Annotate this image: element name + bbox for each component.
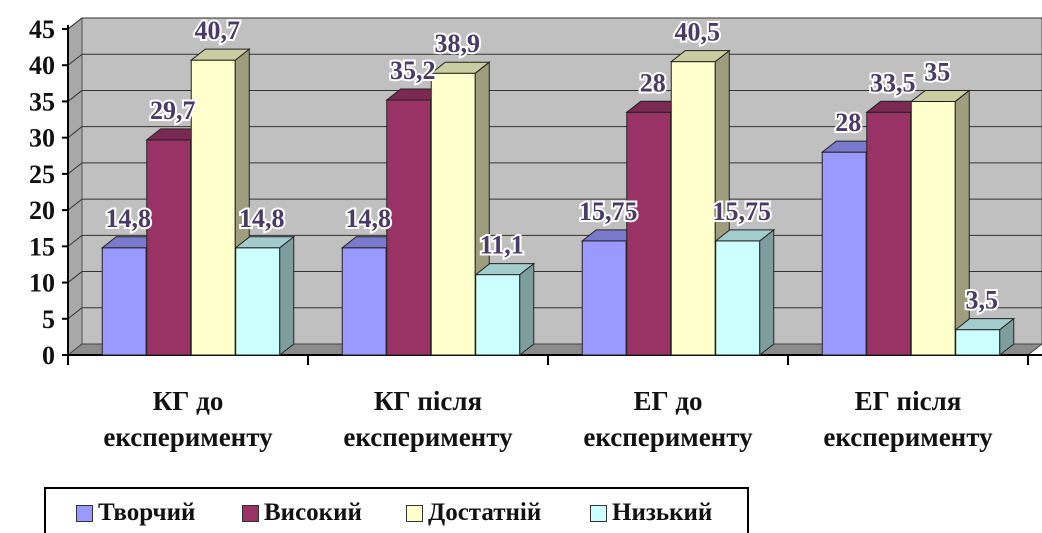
data-label: 28	[640, 68, 666, 97]
bar-top	[954, 318, 1016, 331]
y-tick-label: 40	[29, 51, 55, 80]
x-category-label: експерименту	[583, 422, 753, 452]
y-tick-label: 45	[29, 15, 55, 44]
bar-top	[474, 263, 536, 276]
bar-top	[669, 50, 731, 63]
x-category-label: ЕГ до	[633, 386, 702, 416]
bar	[954, 317, 1016, 357]
bar-front	[101, 247, 147, 356]
x-category-label: КГ до	[153, 386, 224, 416]
y-tick-label: 0	[42, 341, 55, 370]
bar-front	[475, 274, 521, 356]
bar-front	[235, 247, 281, 356]
bar-front	[955, 329, 1001, 356]
data-label: 11,1	[480, 231, 524, 260]
data-label: 14,8	[239, 204, 285, 233]
gridline-side	[67, 90, 83, 102]
legend-label-nyzkyi: Низький	[612, 499, 713, 526]
bar-front	[430, 72, 476, 356]
bar-top	[189, 48, 251, 61]
bar-top	[909, 89, 971, 102]
data-label: 40,5	[675, 18, 721, 47]
y-tick-label: 10	[29, 269, 55, 298]
legend-swatch-vysokyi	[242, 504, 259, 522]
gridline-side	[67, 53, 83, 66]
bar-top	[429, 61, 491, 74]
gridline-side	[67, 126, 83, 139]
y-tick-label: 25	[29, 160, 55, 189]
bar-top	[234, 236, 296, 249]
legend-swatch-tvorchyi	[76, 504, 93, 522]
legend-item-dostatnii: Достатній	[406, 499, 541, 527]
bar	[189, 48, 251, 357]
y-tick-label: 15	[29, 232, 55, 261]
side-wall	[67, 16, 83, 357]
legend-item-vysokyi: Високий	[242, 499, 362, 527]
x-category-label: експерименту	[823, 422, 993, 452]
bar-front	[866, 111, 912, 356]
x-category-label: експерименту	[343, 422, 513, 452]
data-label: 38,9	[435, 29, 481, 58]
bar	[429, 61, 491, 357]
legend-item-tvorchyi: Творчий	[76, 499, 195, 527]
chart-legend: Творчий Високий Достатній Низький	[44, 487, 749, 533]
bar-front	[910, 100, 956, 356]
bar-top	[714, 229, 776, 242]
x-category-label: КГ після	[374, 386, 482, 416]
bar-front	[715, 240, 761, 356]
bar	[909, 89, 971, 357]
legend-swatch-dostatnii	[406, 504, 423, 522]
data-label: 35	[924, 57, 950, 86]
y-tick-label: 20	[29, 196, 55, 225]
gridline-side	[67, 17, 83, 30]
data-label: 29,7	[150, 96, 196, 125]
data-label: 14,8	[346, 204, 392, 233]
data-label: 15,75	[713, 197, 772, 226]
y-tick-label: 5	[42, 305, 55, 334]
data-label: 33,5	[870, 68, 916, 97]
bar-front	[821, 151, 867, 356]
gridline-side	[67, 307, 83, 320]
legend-label-vysokyi: Високий	[264, 499, 362, 526]
bar	[474, 262, 536, 357]
legend-item-nyzkyi: Низький	[590, 499, 712, 527]
bar-side	[759, 228, 775, 357]
bar-side	[519, 262, 535, 357]
bar-front	[146, 139, 192, 356]
legend-label-dostatnii: Достатній	[428, 499, 542, 526]
data-label: 35,2	[390, 56, 436, 85]
chart-axes: 0 5 10 15 20 25 30 35 40 45 КГ до експерименту КГ пі…	[29, 15, 1042, 452]
bar-front	[670, 61, 716, 356]
bar-side	[954, 89, 970, 357]
legend-swatch-nyzkyi	[590, 504, 607, 522]
bar-front	[581, 240, 627, 356]
bar	[714, 228, 776, 357]
y-tick-label: 35	[29, 87, 55, 116]
data-label: 40,7	[195, 16, 241, 45]
data-label: 28	[835, 108, 861, 137]
x-category-label: експерименту	[103, 422, 273, 452]
data-labels: 14,8 29,7 40,7 14,8 14,8 35,238,9 11,1 15,75 28 4…	[104, 14, 1001, 316]
bar	[234, 235, 296, 357]
bar-side	[279, 235, 295, 357]
bar-front	[190, 59, 236, 356]
gridline-side	[67, 162, 83, 175]
gridline-side	[67, 271, 83, 283]
chart-bars	[100, 48, 1016, 357]
x-category-label: ЕГ після	[855, 386, 962, 416]
data-label: 3,5	[966, 286, 999, 315]
gridline-side	[67, 234, 83, 247]
bar-front	[386, 99, 432, 356]
data-label: 15,75	[579, 197, 638, 226]
legend-label-tvorchyi: Творчий	[98, 499, 196, 526]
bar-front	[626, 111, 672, 356]
data-label: 14,8	[106, 204, 152, 233]
gridline-side	[67, 198, 83, 211]
y-tick-label: 30	[29, 124, 55, 153]
bar-front	[341, 247, 387, 356]
